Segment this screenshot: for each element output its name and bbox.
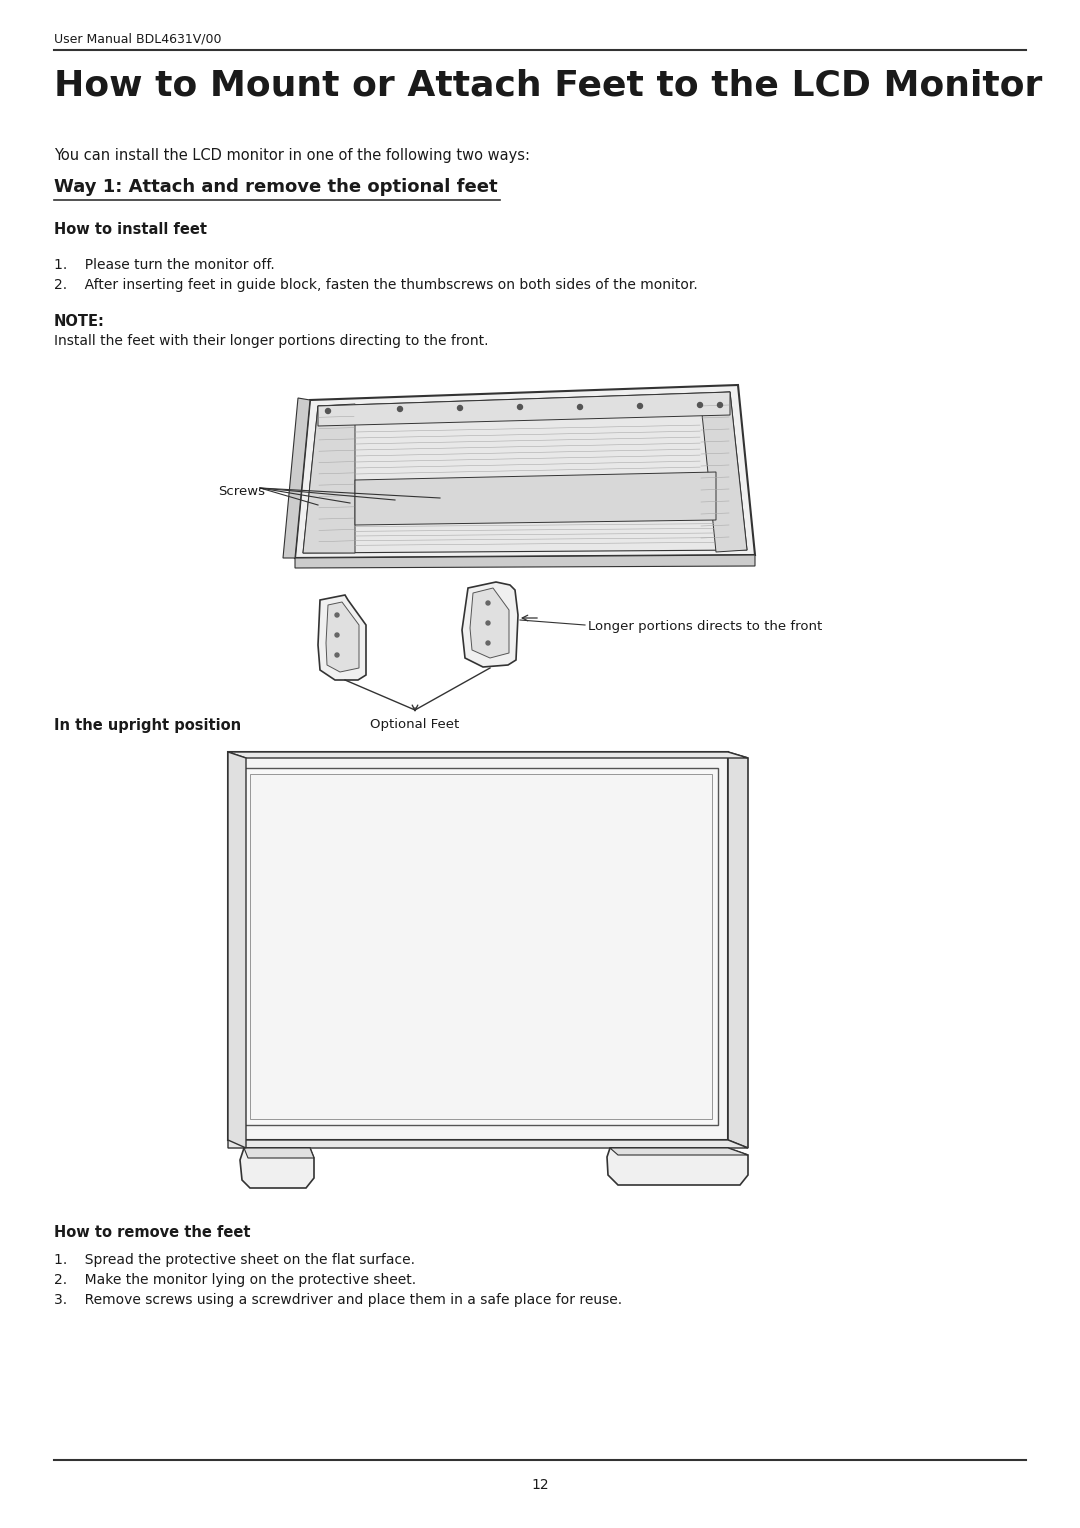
Polygon shape [240,1148,314,1187]
Text: In the upright position: In the upright position [54,718,241,733]
Polygon shape [228,1140,748,1148]
Circle shape [397,406,403,411]
Circle shape [486,620,490,625]
Polygon shape [610,1148,748,1155]
Text: How to Mount or Attach Feet to the LCD Monitor: How to Mount or Attach Feet to the LCD M… [54,69,1042,102]
Circle shape [335,652,339,657]
Text: 2.    Make the monitor lying on the protective sheet.: 2. Make the monitor lying on the protect… [54,1273,416,1287]
Circle shape [458,405,462,411]
Circle shape [335,633,339,637]
Text: Optional Feet: Optional Feet [370,718,460,730]
Circle shape [335,613,339,617]
Circle shape [698,402,702,408]
Text: 12: 12 [531,1478,549,1491]
Polygon shape [283,397,310,558]
Circle shape [486,601,490,605]
Text: 2.    After inserting feet in guide block, fasten the thumbscrews on both sides : 2. After inserting feet in guide block, … [54,278,698,292]
Text: How to remove the feet: How to remove the feet [54,1225,251,1241]
Polygon shape [470,588,509,659]
Text: Longer portions directs to the front: Longer portions directs to the front [588,620,822,633]
Polygon shape [318,594,366,680]
Text: Screws: Screws [218,484,265,498]
Polygon shape [295,555,755,568]
Polygon shape [303,393,747,553]
Text: Install the feet with their longer portions directing to the front.: Install the feet with their longer porti… [54,335,488,348]
Polygon shape [295,385,755,558]
Polygon shape [700,393,747,552]
Circle shape [578,405,582,410]
Text: 3.    Remove screws using a screwdriver and place them in a safe place for reuse: 3. Remove screws using a screwdriver and… [54,1293,622,1306]
Circle shape [717,402,723,408]
Text: 1.    Spread the protective sheet on the flat surface.: 1. Spread the protective sheet on the fl… [54,1253,415,1267]
Text: User Manual BDL4631V/00: User Manual BDL4631V/00 [54,32,221,44]
Polygon shape [228,752,246,1148]
Polygon shape [607,1148,748,1186]
Polygon shape [326,602,359,672]
Circle shape [486,642,490,645]
Circle shape [517,405,523,410]
Polygon shape [228,752,748,758]
Polygon shape [244,1148,314,1158]
Polygon shape [249,775,712,1118]
Text: How to install feet: How to install feet [54,222,207,237]
Polygon shape [244,769,718,1125]
Polygon shape [318,393,730,426]
Text: You can install the LCD monitor in one of the following two ways:: You can install the LCD monitor in one o… [54,148,530,163]
Text: NOTE:: NOTE: [54,313,105,329]
Polygon shape [728,752,748,1148]
Circle shape [325,408,330,414]
Circle shape [637,403,643,408]
FancyBboxPatch shape [715,1143,729,1151]
Polygon shape [355,472,716,526]
Text: 1.    Please turn the monitor off.: 1. Please turn the monitor off. [54,258,274,272]
Polygon shape [228,752,728,1140]
Polygon shape [462,582,518,668]
Polygon shape [303,403,355,553]
Text: Way 1: Attach and remove the optional feet: Way 1: Attach and remove the optional fe… [54,177,498,196]
